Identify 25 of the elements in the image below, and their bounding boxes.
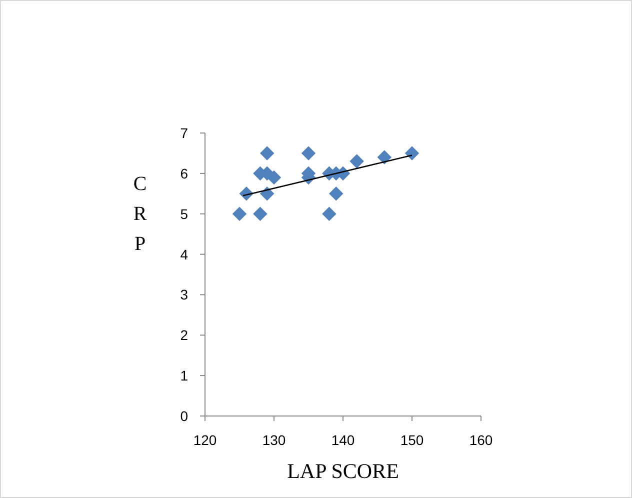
point (260, 146, 274, 160)
y-tick-label: 1 (180, 368, 188, 384)
y-tick-label: 5 (180, 206, 188, 222)
point (328, 186, 344, 201)
point (404, 146, 420, 160)
y-tick-label: 4 (180, 246, 188, 262)
x-tick-label: 150 (400, 432, 424, 448)
x-tick-label: 140 (331, 432, 355, 448)
point (253, 206, 268, 221)
y-tick-label: 0 (180, 408, 188, 424)
y-tick-label: 3 (180, 286, 188, 303)
y-axis-title: CRP (133, 173, 148, 255)
x-tick-label: 160 (469, 432, 493, 448)
x-tick-label: 130 (262, 432, 286, 448)
x-axis-title: LAP SCORE (287, 459, 399, 483)
x-tick-label: 120 (193, 432, 217, 448)
y-tick-label: 6 (180, 165, 188, 182)
point (350, 154, 364, 168)
point (322, 206, 336, 221)
point (260, 186, 274, 201)
point (232, 206, 247, 221)
y-tick-label: 2 (180, 327, 188, 344)
y-tick-label: 7 (180, 125, 188, 141)
point (266, 170, 282, 185)
point (301, 146, 316, 160)
